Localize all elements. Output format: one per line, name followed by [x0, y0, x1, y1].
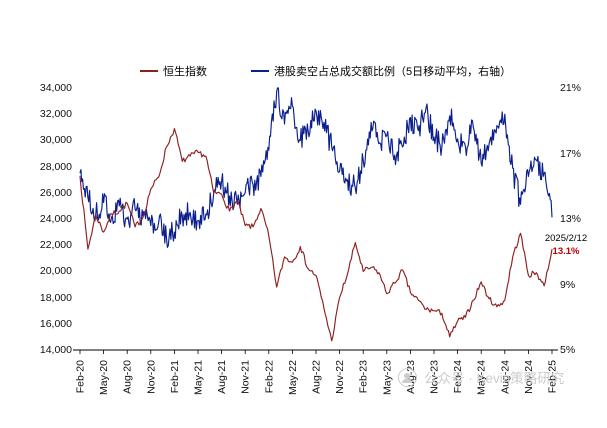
series-line-0 [79, 128, 553, 342]
x-tick-label: Feb-22 [263, 360, 275, 393]
x-tick-label: Feb-21 [169, 360, 181, 393]
watermark-logo-icon [398, 367, 417, 387]
legend-item-hsi: 恒生指数 [140, 63, 207, 79]
y-right-tick-label: 5% [560, 344, 576, 356]
x-tick-label: Feb-20 [75, 360, 87, 393]
watermark-text: 公众号 · Kevin策略研究 [424, 371, 565, 386]
x-tick-label: May-24 [476, 360, 488, 395]
x-tick-label: Nov-21 [240, 360, 252, 394]
annotation-date: 2025/2/12 [544, 233, 588, 244]
y-left-tick-label: 16,000 [39, 317, 72, 330]
x-tick-label: Nov-23 [429, 360, 441, 394]
y-left-tick-label: 18,000 [39, 291, 72, 304]
x-tick-label: Aug-24 [499, 360, 511, 394]
x-tick-label: Aug-21 [216, 360, 228, 394]
legend-label-short-ratio: 港股卖空占总成交额比例（5日移动平均，右轴） [274, 66, 512, 78]
x-tick-label: Nov-20 [145, 360, 157, 394]
y-right-tick-label: 17% [560, 147, 582, 160]
legend-label-hsi: 恒生指数 [163, 66, 207, 78]
y-left-tick-label: 34,000 [39, 82, 72, 94]
y-left-tick-label: 30,000 [39, 134, 72, 147]
legend-line-sample-short-ratio-icon [251, 69, 269, 73]
y-right-tick-label: 13% [560, 213, 582, 225]
x-tick-label: Aug-22 [311, 360, 323, 394]
annotation-value: 13.1% [552, 246, 580, 258]
y-left-tick-label: 24,000 [39, 213, 72, 225]
legend-line-sample-hsi-icon [140, 69, 158, 73]
y-left-tick-label: 14,000 [39, 344, 72, 356]
x-tick-label: Nov-24 [523, 360, 535, 394]
annotation: 2025/2/12 13.1% [534, 232, 598, 259]
watermark: 公众号 · Kevin策略研究 [398, 367, 564, 387]
x-tick-label: Feb-23 [358, 360, 370, 393]
x-tick-label: Feb-25 [547, 360, 559, 393]
x-tick-label: May-20 [98, 360, 110, 395]
y-left-tick-label: 26,000 [39, 186, 72, 199]
x-tick-label: May-22 [287, 360, 299, 395]
y-left-tick-label: 22,000 [39, 239, 72, 252]
x-tick-label: Aug-20 [122, 360, 134, 394]
legend-item-short-ratio: 港股卖空占总成交额比例（5日移动平均，右轴） [251, 63, 511, 79]
series-line-1 [79, 87, 553, 248]
x-tick-label: May-23 [381, 360, 393, 395]
y-left-tick-label: 20,000 [39, 265, 72, 278]
x-tick-label: Nov-22 [334, 360, 346, 394]
y-right-tick-label: 21% [560, 82, 582, 94]
y-right-tick-label: 9% [560, 278, 576, 291]
x-tick-label: Feb-24 [452, 360, 464, 393]
y-left-tick-label: 32,000 [39, 108, 72, 121]
x-tick-label: May-21 [193, 360, 205, 395]
y-left-tick-label: 28,000 [39, 160, 72, 173]
